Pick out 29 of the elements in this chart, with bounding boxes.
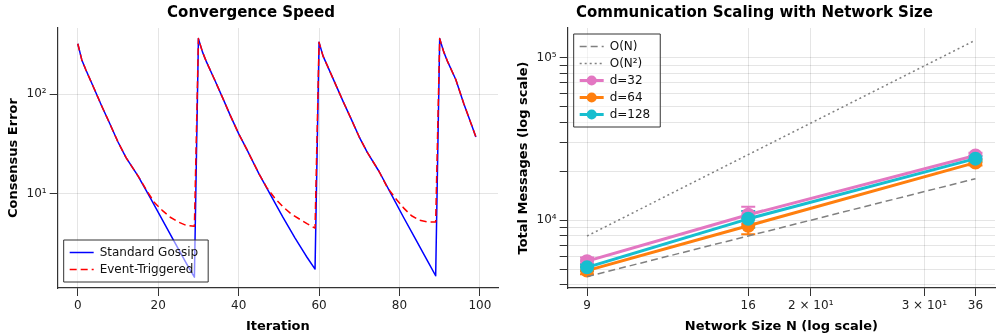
chart-title: Convergence Speed	[167, 2, 335, 21]
x-tick-label: 80	[391, 298, 408, 313]
x-tick-label: 0	[73, 298, 82, 313]
x-tick-label: 36	[967, 298, 984, 313]
x-tick-label: 3 × 10¹	[901, 298, 948, 313]
y-axis-title: Consensus Error	[5, 97, 21, 218]
x-tick-label: 40	[230, 298, 247, 313]
y-tick-label: 10¹	[26, 185, 47, 200]
chart-title: Communication Scaling with Network Size	[576, 2, 933, 21]
x-tick-label: 16	[740, 298, 756, 313]
legend-label: d=64	[609, 89, 643, 104]
x-tick-label: 20	[150, 298, 166, 313]
x-tick-label: 100	[468, 298, 492, 313]
legend-label: Event-Triggered	[99, 261, 194, 276]
legend-label: Standard Gossip	[99, 244, 199, 259]
x-tick-label: 60	[311, 298, 327, 313]
legend-label: O(N)	[609, 38, 638, 53]
legend-label: d=32	[609, 72, 643, 87]
legend-label: O(N²)	[609, 55, 643, 70]
y-axis-title: Total Messages (log scale)	[515, 61, 531, 255]
y-tick-label: 10⁵	[536, 49, 557, 64]
x-axis-title: Iteration	[245, 317, 310, 333]
legend-label: d=128	[609, 106, 651, 121]
y-tick-label: 10²	[26, 86, 47, 101]
line-series	[77, 37, 477, 229]
x-tick-label: 9	[583, 298, 591, 313]
x-tick-label: 2 × 10¹	[788, 298, 834, 313]
y-tick-label: 10⁴	[536, 212, 557, 227]
x-axis-title: Network Size N (log scale)	[684, 317, 878, 333]
